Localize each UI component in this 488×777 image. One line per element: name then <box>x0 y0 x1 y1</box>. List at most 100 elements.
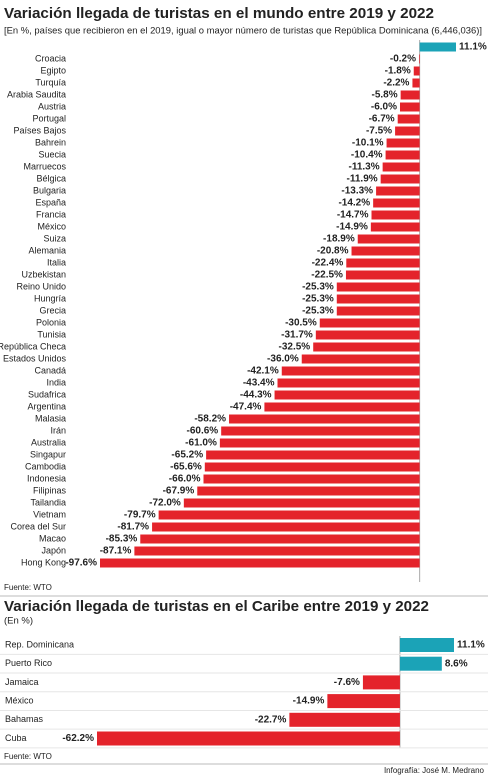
category-label: Portugal <box>32 113 66 123</box>
category-label: Suecia <box>38 149 66 159</box>
category-label: Jamaica <box>5 677 39 687</box>
category-label: Suiza <box>43 233 66 243</box>
bar <box>197 486 420 496</box>
category-label: Hungría <box>34 293 66 303</box>
bar <box>313 342 420 352</box>
bar <box>158 510 420 520</box>
value-label: -18.9% <box>323 234 355 245</box>
category-label: Canadá <box>34 365 66 375</box>
value-label: -61.0% <box>185 438 217 449</box>
value-label: -32.5% <box>279 342 311 353</box>
value-label: -0.2% <box>390 54 416 65</box>
category-label: Croacia <box>35 53 66 63</box>
value-label: -97.6% <box>65 558 97 569</box>
value-label: -10.1% <box>352 138 384 149</box>
category-label: Bahrein <box>35 137 66 147</box>
bar <box>399 102 420 112</box>
bar <box>203 474 420 484</box>
bar <box>399 656 442 671</box>
bar <box>97 731 400 746</box>
category-label: Filipinas <box>33 485 67 495</box>
bar <box>345 270 420 280</box>
bar <box>221 426 420 436</box>
bar <box>346 258 420 268</box>
category-label: España <box>35 197 66 207</box>
bar <box>264 402 420 412</box>
bar <box>382 162 420 172</box>
value-label: -25.3% <box>302 306 334 317</box>
value-label: -11.3% <box>348 162 379 173</box>
bar <box>327 694 400 709</box>
category-label: Uzbekistan <box>21 269 66 279</box>
value-label: -2.2% <box>383 78 409 89</box>
value-label: -10.4% <box>351 150 383 161</box>
value-label: -6.7% <box>369 114 395 125</box>
bar <box>371 210 420 220</box>
category-label: Polonia <box>36 317 66 327</box>
value-label: 8.6% <box>445 658 468 669</box>
value-label: -47.4% <box>230 402 262 413</box>
bar <box>219 438 420 448</box>
value-label: -66.0% <box>169 474 201 485</box>
bar <box>301 354 420 364</box>
source: Fuente: WTO <box>4 752 52 761</box>
value-label: -5.8% <box>372 90 398 101</box>
category-label: Tailandia <box>30 497 66 507</box>
bar <box>281 366 420 376</box>
bar <box>397 114 420 124</box>
category-label: Corea del Sur <box>10 521 66 531</box>
category-label: Bélgica <box>36 173 66 183</box>
category-label: Puerto Rico <box>5 658 52 668</box>
bar <box>380 174 420 184</box>
chart-title: Variación llegada de turistas en el mund… <box>4 5 434 22</box>
bar <box>418 54 420 64</box>
category-label: Bahamas <box>5 714 44 724</box>
category-label: Francia <box>36 209 66 219</box>
value-label: -36.0% <box>267 354 299 365</box>
bar <box>413 66 420 76</box>
bar <box>319 318 420 328</box>
category-label: Hong Kong <box>21 557 66 567</box>
value-label: -42.1% <box>247 366 279 377</box>
value-label: -65.6% <box>170 462 202 473</box>
value-label: -81.7% <box>117 522 149 533</box>
category-label: Estados Unidos <box>3 353 67 363</box>
category-label: Vietnam <box>33 509 66 519</box>
category-label: República Checa <box>0 341 66 351</box>
value-label: -62.2% <box>62 733 94 744</box>
bar <box>140 534 420 544</box>
category-label: India <box>46 377 66 387</box>
category-label: Cambodia <box>25 461 66 471</box>
category-label: Cuba <box>5 733 27 743</box>
credit: Infografía: José M. Medrano <box>384 766 485 775</box>
category-label: Irán <box>50 425 66 435</box>
bar <box>385 150 420 160</box>
category-label: Marruecos <box>23 161 66 171</box>
value-label: -44.3% <box>240 390 272 401</box>
bar <box>274 390 420 400</box>
category-label: México <box>5 695 34 705</box>
category-label: Egipto <box>40 65 66 75</box>
value-label: -6.0% <box>371 102 397 113</box>
value-label: -67.9% <box>163 486 195 497</box>
value-label: -72.0% <box>149 498 181 509</box>
value-label: -22.7% <box>255 714 287 725</box>
category-label: Malasia <box>35 413 66 423</box>
category-label: Argentina <box>27 401 66 411</box>
category-label: Australia <box>31 437 66 447</box>
bar <box>370 222 420 232</box>
bar <box>277 378 420 388</box>
value-label: 11.1% <box>459 42 487 53</box>
value-label: -30.5% <box>285 318 317 329</box>
category-label: Austria <box>38 101 66 111</box>
bar <box>134 546 420 556</box>
category-label: Reino Unido <box>16 281 66 291</box>
value-label: -87.1% <box>100 546 132 557</box>
category-label: Japón <box>41 545 66 555</box>
source: Fuente: WTO <box>4 583 52 592</box>
value-label: -60.6% <box>186 426 218 437</box>
value-label: 11.1% <box>457 640 485 651</box>
category-label: Rep. Dominicana <box>5 639 74 649</box>
bar <box>412 78 420 88</box>
